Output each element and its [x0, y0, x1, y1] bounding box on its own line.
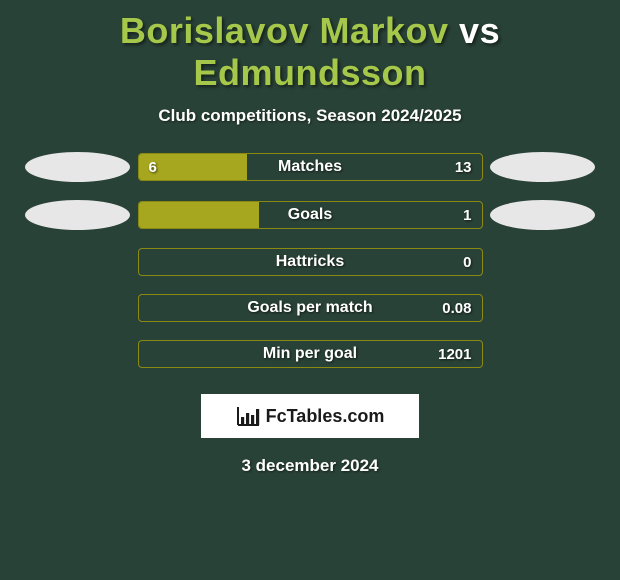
stat-bar: 6Matches13 — [138, 153, 483, 181]
stat-row: Goals per match0.08 — [0, 294, 620, 322]
player1-ellipse — [25, 200, 130, 230]
stat-value-right: 13 — [455, 154, 472, 180]
subtitle: Club competitions, Season 2024/2025 — [0, 98, 620, 152]
title-player2: Edmundsson — [193, 52, 426, 93]
stat-row: 6Matches13 — [0, 152, 620, 182]
ellipse-slot-left — [18, 152, 138, 182]
title-vs: vs — [459, 10, 500, 51]
stat-label: Goals — [139, 202, 482, 228]
ellipse-slot-right — [483, 200, 603, 230]
stat-bar: Goals per match0.08 — [138, 294, 483, 322]
stat-value-right: 0 — [463, 249, 471, 275]
stat-value-right: 1201 — [438, 341, 471, 367]
stat-value-right: 1 — [463, 202, 471, 228]
barchart-icon — [236, 405, 260, 427]
stat-bar: Min per goal1201 — [138, 340, 483, 368]
stat-label: Matches — [139, 154, 482, 180]
stat-label: Hattricks — [139, 249, 482, 275]
stat-row: Min per goal1201 — [0, 340, 620, 368]
stat-label: Min per goal — [139, 341, 482, 367]
date-label: 3 december 2024 — [0, 438, 620, 476]
ellipse-slot-right — [483, 152, 603, 182]
page-title: Borislavov Markov vs Edmundsson — [0, 0, 620, 98]
player1-ellipse — [25, 152, 130, 182]
logo-text: FcTables.com — [266, 406, 385, 427]
player2-ellipse — [490, 152, 595, 182]
player2-ellipse — [490, 200, 595, 230]
stat-bar: Goals1 — [138, 201, 483, 229]
stat-row: Goals1 — [0, 200, 620, 230]
stat-row: Hattricks0 — [0, 248, 620, 276]
stat-label: Goals per match — [139, 295, 482, 321]
title-player1: Borislavov Markov — [120, 10, 449, 51]
logo-box: FcTables.com — [201, 394, 419, 438]
stat-value-right: 0.08 — [442, 295, 471, 321]
stat-bar: Hattricks0 — [138, 248, 483, 276]
ellipse-slot-left — [18, 200, 138, 230]
stat-rows: 6Matches13 Goals1 Hattricks0 Goals per matc… — [0, 152, 620, 368]
